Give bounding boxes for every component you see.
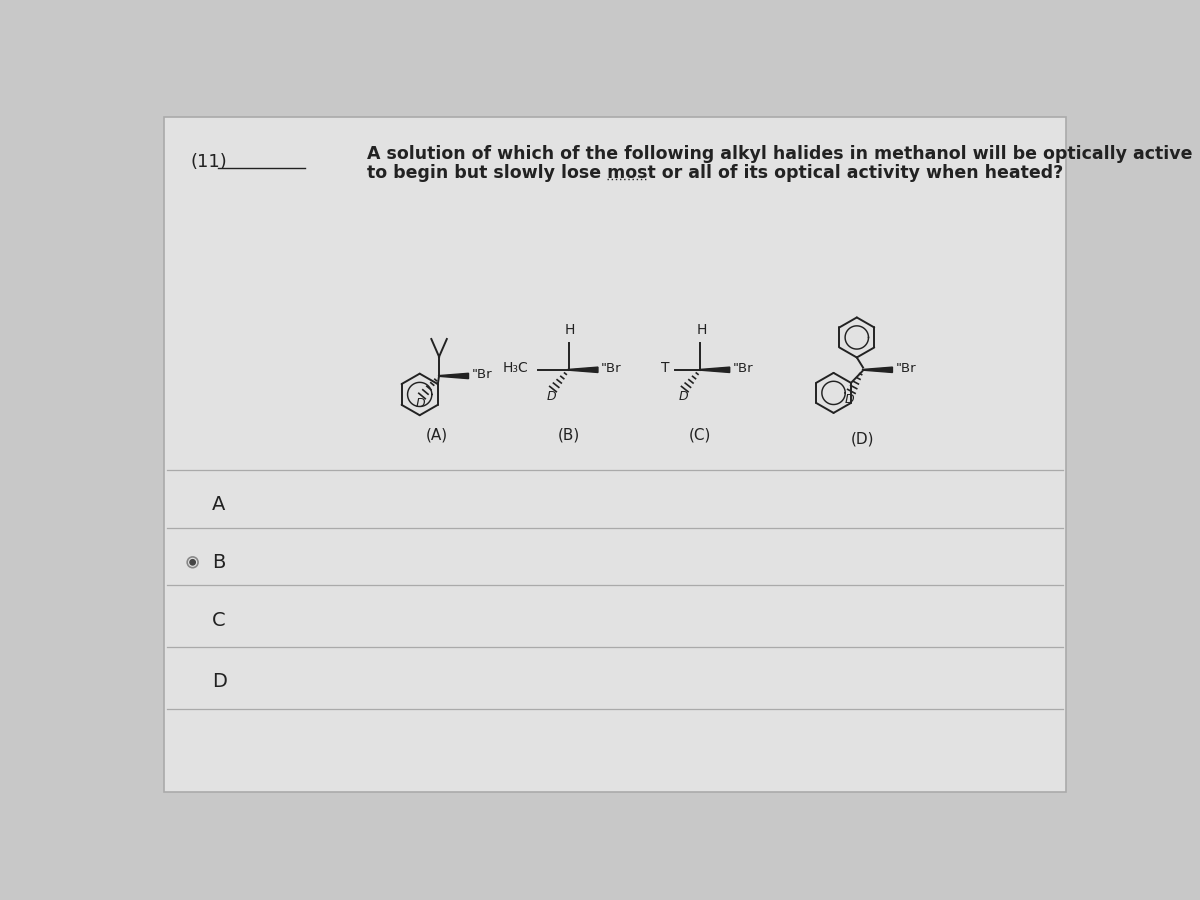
Text: B: B bbox=[212, 553, 226, 572]
Text: "Br: "Br bbox=[895, 362, 916, 374]
Text: (D): (D) bbox=[851, 432, 875, 446]
Text: D: D bbox=[678, 391, 688, 403]
Text: A: A bbox=[212, 495, 226, 514]
Text: "Br: "Br bbox=[472, 368, 492, 381]
Text: C: C bbox=[212, 610, 226, 630]
Polygon shape bbox=[569, 367, 598, 373]
Text: T: T bbox=[661, 361, 670, 375]
Text: (C): (C) bbox=[689, 428, 712, 443]
Text: "Br: "Br bbox=[733, 362, 754, 374]
Text: D: D bbox=[845, 392, 854, 406]
Circle shape bbox=[190, 560, 196, 565]
Text: (11): (11) bbox=[191, 153, 227, 171]
Text: D: D bbox=[547, 391, 557, 403]
Text: D: D bbox=[212, 672, 227, 691]
Text: (A): (A) bbox=[426, 428, 448, 443]
Text: to begin but slowly lose most or all of its optical activity when heated?: to begin but slowly lose most or all of … bbox=[367, 165, 1063, 183]
Polygon shape bbox=[863, 367, 893, 373]
Text: D: D bbox=[415, 397, 425, 410]
Polygon shape bbox=[701, 367, 730, 373]
Text: H: H bbox=[697, 323, 707, 338]
Text: A solution of which of the following alkyl halides in methanol will be optically: A solution of which of the following alk… bbox=[367, 145, 1193, 163]
Text: (B): (B) bbox=[557, 428, 580, 443]
FancyBboxPatch shape bbox=[164, 117, 1066, 792]
Polygon shape bbox=[439, 374, 468, 379]
Text: "Br: "Br bbox=[601, 362, 622, 374]
Text: H₃C: H₃C bbox=[503, 361, 528, 375]
Text: H: H bbox=[565, 323, 575, 338]
